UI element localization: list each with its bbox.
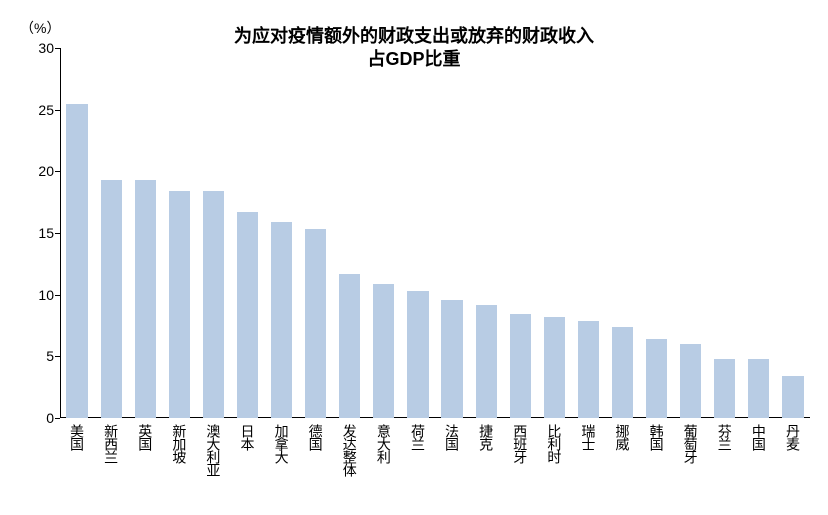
bar [476,305,497,418]
x-tick-label: 芬兰 [715,418,735,450]
x-tick-label: 西班牙 [510,418,530,463]
x-tick-label: 葡萄牙 [681,418,701,463]
bar [748,359,769,418]
x-tick-label: 中国 [749,418,769,450]
bar [578,321,599,418]
y-tick-mark [55,233,60,234]
bar [714,359,735,418]
bar [782,376,803,418]
x-tick-label: 英国 [135,418,155,450]
bar [101,180,122,418]
bar [646,339,667,418]
bar [373,284,394,418]
x-tick-label: 新加坡 [169,418,189,463]
x-tick-label: 美国 [67,418,87,450]
bar [203,191,224,418]
x-tick-label: 澳大利亚 [203,418,223,476]
bar [612,327,633,418]
bar [271,222,292,418]
y-tick-mark [55,48,60,49]
bar [339,274,360,418]
bar [237,212,258,418]
y-tick-mark [55,295,60,296]
chart-container: （%） 为应对疫情额外的财政支出或放弃的财政收入 占GDP比重 05101520… [0,0,828,515]
x-tick-label: 加拿大 [272,418,292,463]
x-tick-label: 发达整体 [340,418,360,476]
bar [441,300,462,418]
x-tick-label: 比利时 [544,418,564,463]
chart-title-line1: 为应对疫情额外的财政支出或放弃的财政收入 [0,25,828,48]
bar [66,104,87,419]
bar [305,229,326,418]
bar [510,314,531,418]
x-tick-label: 意大利 [374,418,394,463]
y-tick-mark [55,356,60,357]
x-tick-label: 法国 [442,418,462,450]
bar [135,180,156,418]
x-tick-label: 丹麦 [783,418,803,450]
x-tick-label: 瑞士 [578,418,598,450]
x-tick-label: 荷兰 [408,418,428,450]
y-tick-mark [55,418,60,419]
bar [407,291,428,418]
bar [169,191,190,418]
bar [544,317,565,418]
y-axis-line [60,48,61,418]
x-tick-label: 捷克 [476,418,496,450]
x-tick-label: 挪威 [613,418,633,450]
bar [680,344,701,418]
y-tick-mark [55,171,60,172]
x-tick-label: 日本 [238,418,258,450]
x-tick-label: 新西兰 [101,418,121,463]
plot-area: 051015202530美国新西兰英国新加坡澳大利亚日本加拿大德国发达整体意大利… [60,48,810,418]
x-tick-label: 德国 [306,418,326,450]
y-tick-mark [55,110,60,111]
x-tick-label: 韩国 [647,418,667,450]
